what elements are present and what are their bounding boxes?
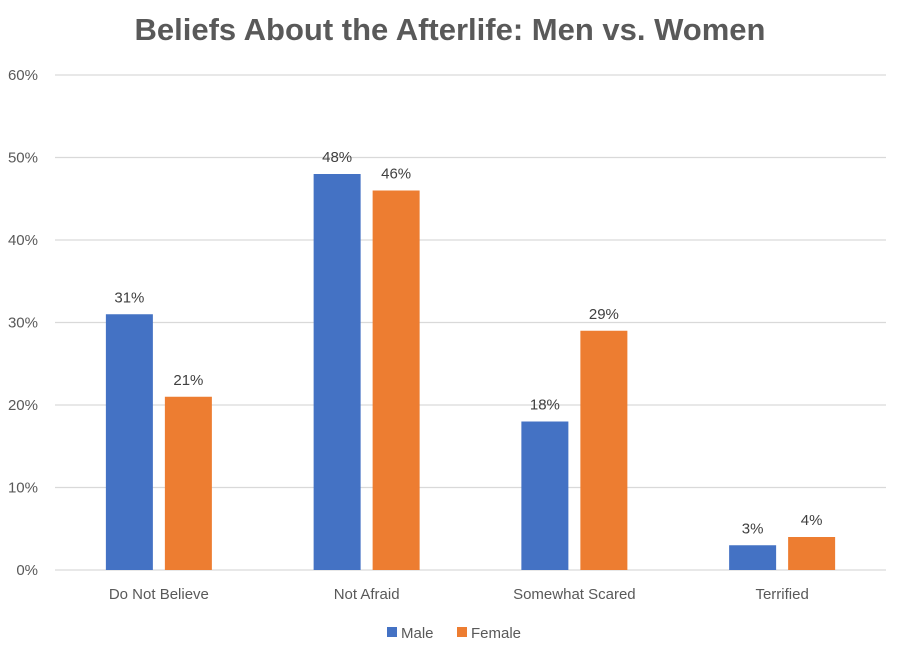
y-tick-label: 30% [8, 315, 38, 332]
y-tick-label: 60% [8, 67, 38, 84]
bars [105, 174, 836, 570]
data-label: 21% [173, 372, 203, 389]
x-axis-categories: Do Not Believe Not Afraid Somewhat Scared T… [109, 586, 809, 603]
chart-title: Beliefs About the Afterlife: Men vs. Wom… [135, 12, 766, 47]
data-labels: 31% 21% 48% 46% 18% 29% 3% 4% [114, 149, 822, 537]
y-tick-label: 20% [8, 397, 38, 414]
bar-female-3 [788, 537, 836, 570]
y-axis-ticks: 0% 10% 20% 30% 40% 50% 60% [8, 67, 38, 579]
bar-male-3 [729, 545, 777, 570]
x-category-label: Not Afraid [334, 586, 400, 603]
y-tick-label: 40% [8, 232, 38, 249]
data-label: 3% [742, 520, 764, 537]
x-category-label: Do Not Believe [109, 586, 209, 603]
x-category-label: Somewhat Scared [513, 586, 636, 603]
bar-male-2 [521, 421, 569, 570]
data-label: 48% [322, 149, 352, 166]
bar-female-1 [372, 190, 420, 570]
data-label: 46% [381, 166, 411, 183]
y-tick-label: 10% [8, 480, 38, 497]
data-label: 4% [801, 512, 823, 529]
x-category-label: Terrified [755, 586, 808, 603]
y-tick-label: 0% [16, 562, 38, 579]
bar-male-0 [105, 314, 153, 570]
y-tick-label: 50% [8, 150, 38, 167]
legend-swatch-male [387, 627, 397, 637]
legend-label-female: Female [471, 625, 521, 642]
bar-female-0 [164, 396, 212, 570]
legend: Male Female [387, 625, 521, 642]
bar-male-1 [313, 174, 361, 570]
data-label: 29% [589, 306, 619, 323]
legend-swatch-female [457, 627, 467, 637]
bar-female-2 [580, 330, 628, 570]
legend-label-male: Male [401, 625, 434, 642]
data-label: 18% [530, 397, 560, 414]
data-label: 31% [114, 289, 144, 306]
